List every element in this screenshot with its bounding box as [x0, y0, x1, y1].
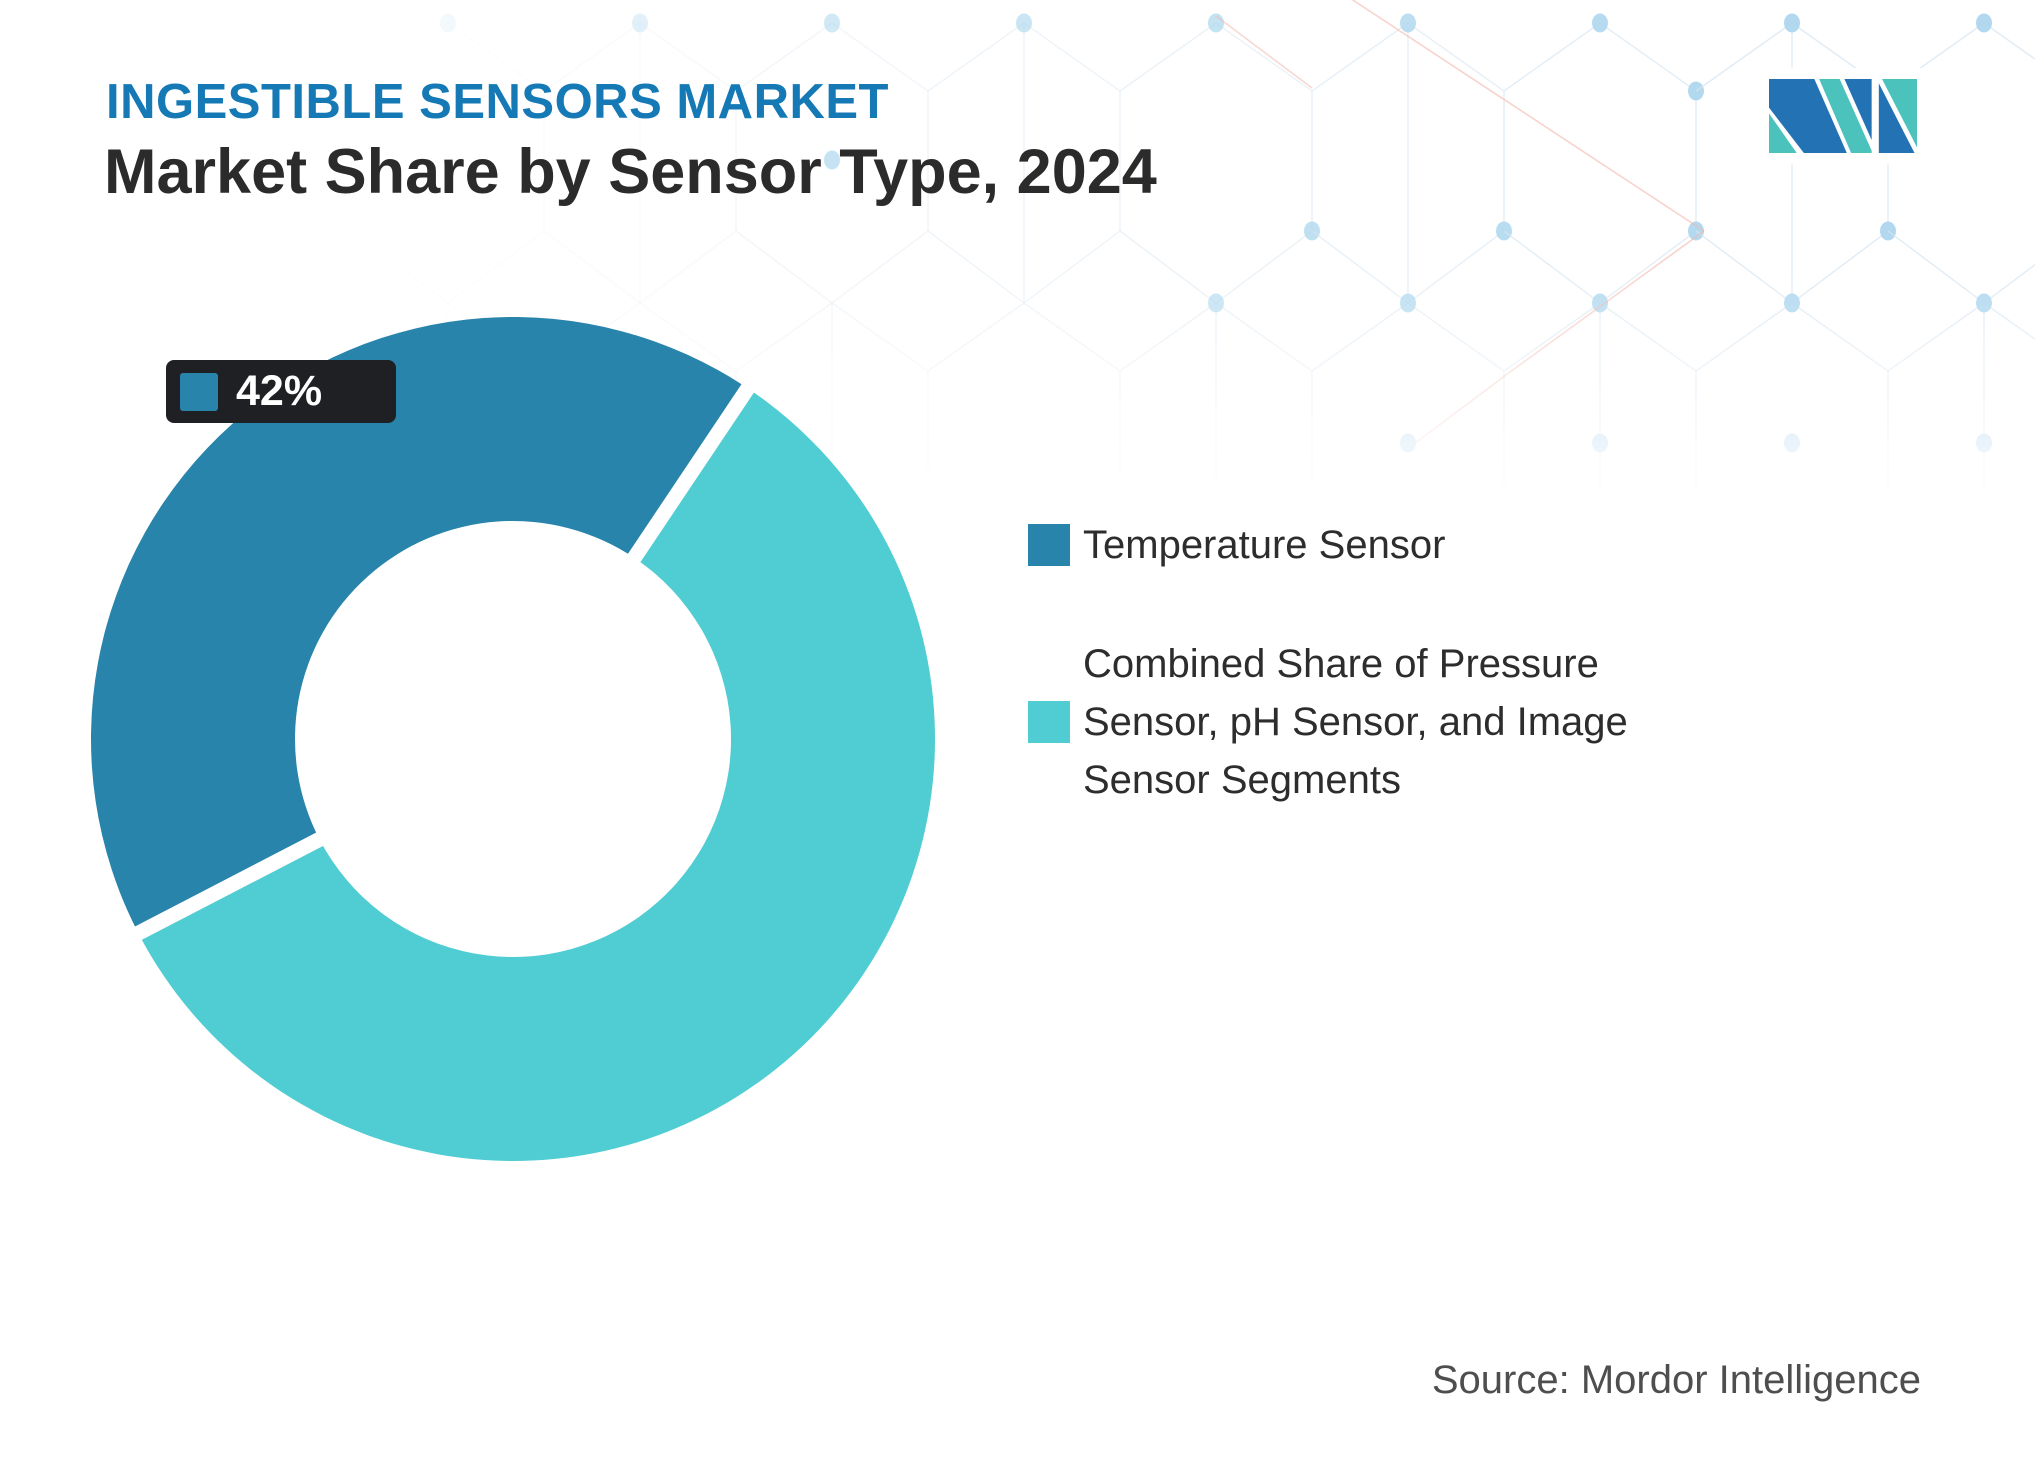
chart-title: Market Share by Sensor Type, 2024: [104, 137, 1157, 207]
legend-label-line-1: Combined Share of Pressure: [1083, 642, 1599, 686]
legend-item-combined-share: Combined Share of Pressure Sensor, pH Se…: [1028, 635, 1628, 809]
logo-container: [1757, 68, 1929, 164]
mordor-intelligence-logo-icon: [1769, 79, 1917, 153]
data-label-value: 42%: [236, 367, 323, 415]
legend-label-line-2: Sensor, pH Sensor, and Image: [1083, 700, 1628, 744]
legend-label-temperature-sensor: Temperature Sensor: [1083, 523, 1446, 567]
data-label-pill: 42%: [166, 360, 396, 423]
legend-label-combined-share: Combined Share of Pressure Sensor, pH Se…: [1083, 635, 1628, 809]
data-label-swatch-icon: [180, 372, 218, 411]
report-eyebrow-title: INGESTIBLE SENSORS MARKET: [106, 75, 889, 129]
legend-label-line-3: Sensor Segments: [1083, 758, 1401, 802]
legend-item-temperature-sensor: Temperature Sensor: [1028, 524, 1445, 566]
legend-swatch-combined-share: [1028, 701, 1070, 743]
donut-segment-gap: [99, 812, 362, 959]
source-attribution: Source: Mordor Intelligence: [1431, 1358, 1921, 1402]
legend-swatch-temperature-sensor: [1028, 524, 1070, 566]
